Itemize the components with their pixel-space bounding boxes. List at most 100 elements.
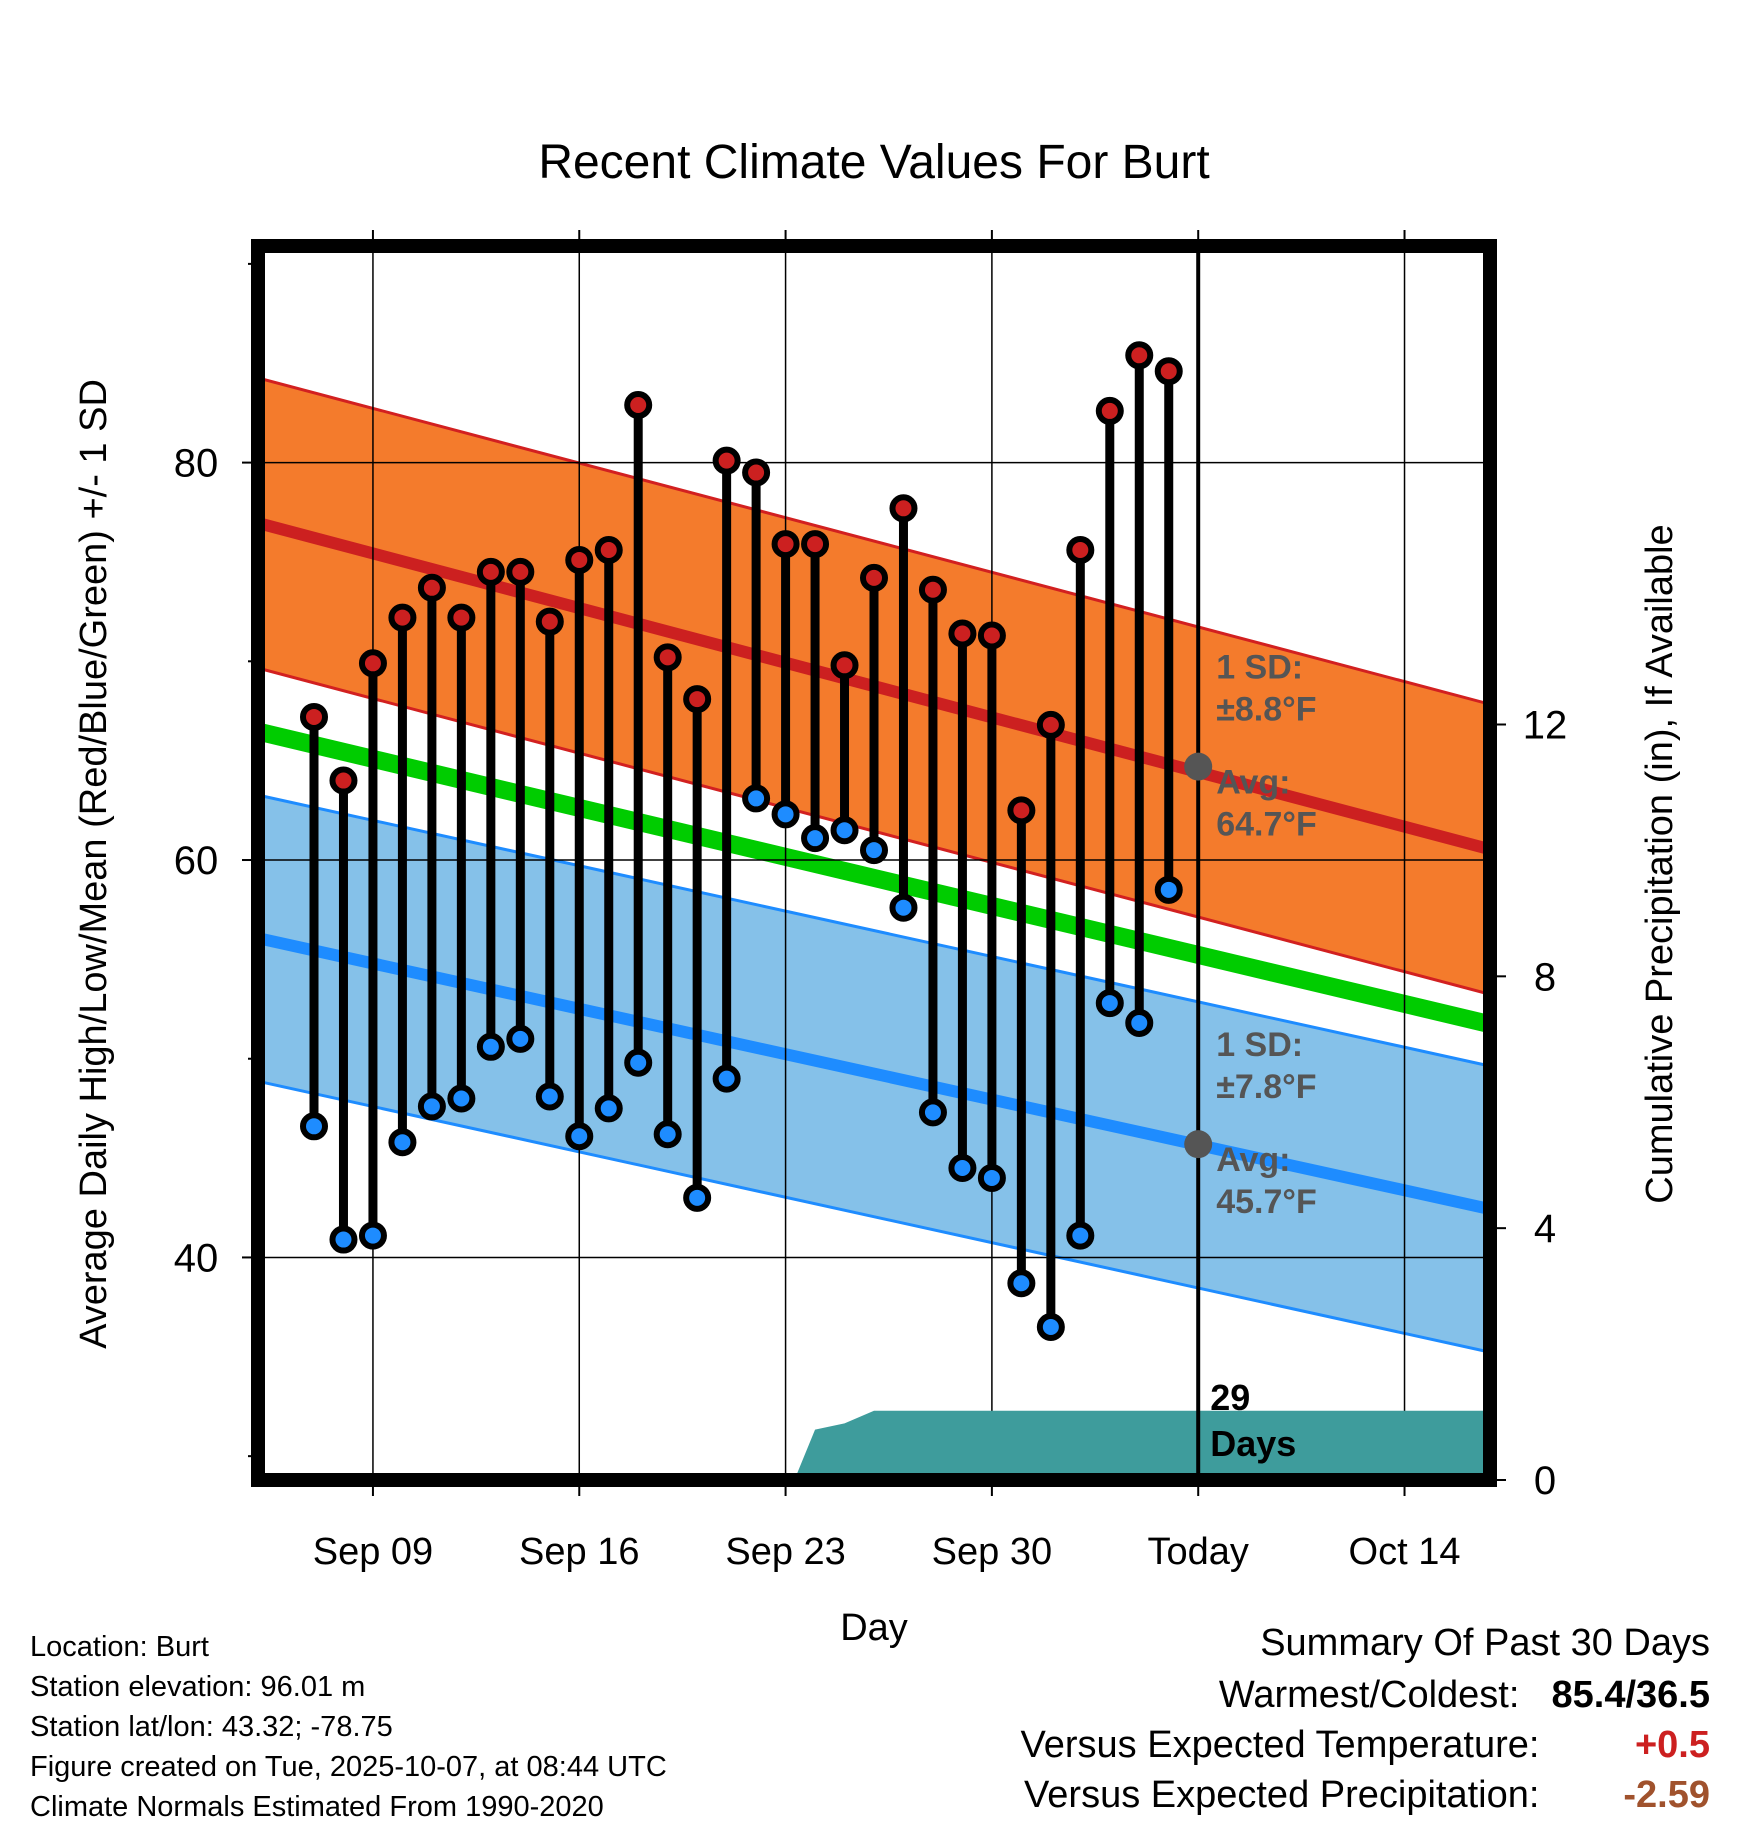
today-avg-high-marker [1184,752,1213,781]
y2-tick-label: 12 [1523,703,1568,747]
x-tick-label: Oct 14 [1349,1531,1461,1573]
daily-low-point [1066,1221,1095,1250]
daily-low-point [977,1163,1006,1192]
daily-low-point [417,1092,446,1121]
y-tick-label: 80 [174,442,219,486]
daily-low-point [388,1128,417,1157]
daily-low-point [653,1120,682,1149]
daily-low-point [535,1082,564,1111]
normal-high-upper-edge [258,376,1490,706]
daily-high-point [918,575,947,604]
y-axis-label: Average Daily High/Low/Mean (Red/Blue/Gr… [73,379,115,1349]
daily-low-point [918,1098,947,1127]
daily-high-point [742,458,771,487]
info-elevation: Station elevation: 96.01 m [30,1671,366,1703]
summary-precip-row: Versus Expected Precipitation: -2.59 [1024,1774,1710,1817]
x-tick-label: Sep 30 [932,1531,1052,1573]
normal-low-upper-edge [258,793,1490,1068]
info-created: Figure created on Tue, 2025-10-07, at 08… [30,1751,667,1783]
daily-high-point [1066,536,1095,565]
daily-low-point [712,1064,741,1093]
daily-low-point [506,1024,535,1053]
daily-low-point [683,1183,712,1212]
daily-low-point [447,1084,476,1113]
precip-area [258,1410,1490,1480]
daily-high-point [476,557,505,586]
y2-tick-label: 8 [1534,955,1556,999]
x-axis-label: Day [840,1607,908,1649]
summary-precip-value: -2.59 [1623,1774,1710,1816]
daily-low-point [801,824,830,853]
summary-title: Summary Of Past 30 Days [1260,1622,1710,1664]
chart-title: Recent Climate Values For Burt [538,136,1209,189]
x-tick-label: Sep 09 [313,1531,433,1573]
daily-high-point [329,766,358,795]
daily-high-point [1154,357,1183,386]
daily-high-point [683,685,712,714]
daily-high-point [358,649,387,678]
daily-low-point [1036,1312,1065,1341]
daily-high-point [830,651,859,680]
daily-low-point [594,1094,623,1123]
plot-frame [251,239,1497,1487]
daily-low-point [830,816,859,845]
daily-high-point [506,557,535,586]
daily-low-point [1154,875,1183,904]
daily-low-point [771,800,800,829]
plot-area: 1 SD: ±8.8°F Avg: 64.7°F 1 SD: ±7.8°F Avg: 45.7… [258,246,1490,1480]
summary-temp-label: Versus Expected Temperature: [1020,1724,1540,1766]
daily-low-point [358,1221,387,1250]
daily-low-point [889,893,918,922]
daily-high-point [417,573,446,602]
daily-high-point [1036,710,1065,739]
daily-high-point [653,643,682,672]
info-normals: Climate Normals Estimated From 1990-2020 [30,1791,604,1823]
daily-high-point [801,530,830,559]
y-tick-label: 60 [174,839,219,883]
info-location: Location: Burt [30,1631,209,1663]
summary-warmest-value: 85.4/36.5 [1551,1674,1710,1716]
y2-axis-label: Cumulative Precipitation (in), If Availa… [1639,524,1681,1203]
normal-mean-line [258,722,1490,1034]
daily-low-point [1095,989,1124,1018]
daily-high-point [1125,341,1154,370]
daily-low-point [624,1048,653,1077]
daily-high-point [565,545,594,574]
low-avg-annotation: Avg: 45.7°F [1216,1141,1317,1221]
daily-low-point [742,784,771,813]
summary-temp-row: Versus Expected Temperature: +0.5 [1021,1724,1710,1767]
summary-warmest-label: Warmest/Coldest: [1218,1674,1520,1716]
daily-high-point [771,530,800,559]
daily-low-point [1125,1008,1154,1037]
daily-high-point [535,607,564,636]
days-annotation: 29 Days [1210,1377,1296,1464]
daily-high-point [1095,396,1124,425]
daily-high-point [977,621,1006,650]
daily-high-point [624,390,653,419]
daily-low-point [1007,1269,1036,1298]
daily-low-point [860,836,888,865]
normal-low-line [258,932,1490,1216]
daily-high-point [388,603,417,632]
daily-low-point [476,1032,505,1061]
summary-precip-label: Versus Expected Precipitation: [1024,1774,1540,1816]
summary-warmest-row: Warmest/Coldest: 85.4/36.5 [1219,1674,1710,1717]
x-tick-label: Sep 23 [725,1531,845,1573]
daily-low-point [948,1154,977,1183]
y2-tick-label: 0 [1534,1459,1556,1503]
today-avg-low-marker [1184,1130,1213,1159]
y-tick-label: 40 [174,1236,219,1280]
daily-high-point [447,603,476,632]
daily-low-point [329,1225,358,1254]
x-tick-label: Today [1148,1531,1249,1573]
high-sd-annotation: 1 SD: ±8.8°F [1216,649,1316,729]
daily-low-point [300,1112,328,1141]
normal-low-lower-edge [258,1079,1490,1354]
daily-low-point [565,1122,594,1151]
low-sd-annotation: 1 SD: ±7.8°F [1216,1026,1316,1106]
x-tick-label: Sep 16 [519,1531,639,1573]
daily-high-point [594,536,623,565]
high-avg-annotation: Avg: 64.7°F [1216,764,1317,844]
daily-high-point [889,494,918,523]
